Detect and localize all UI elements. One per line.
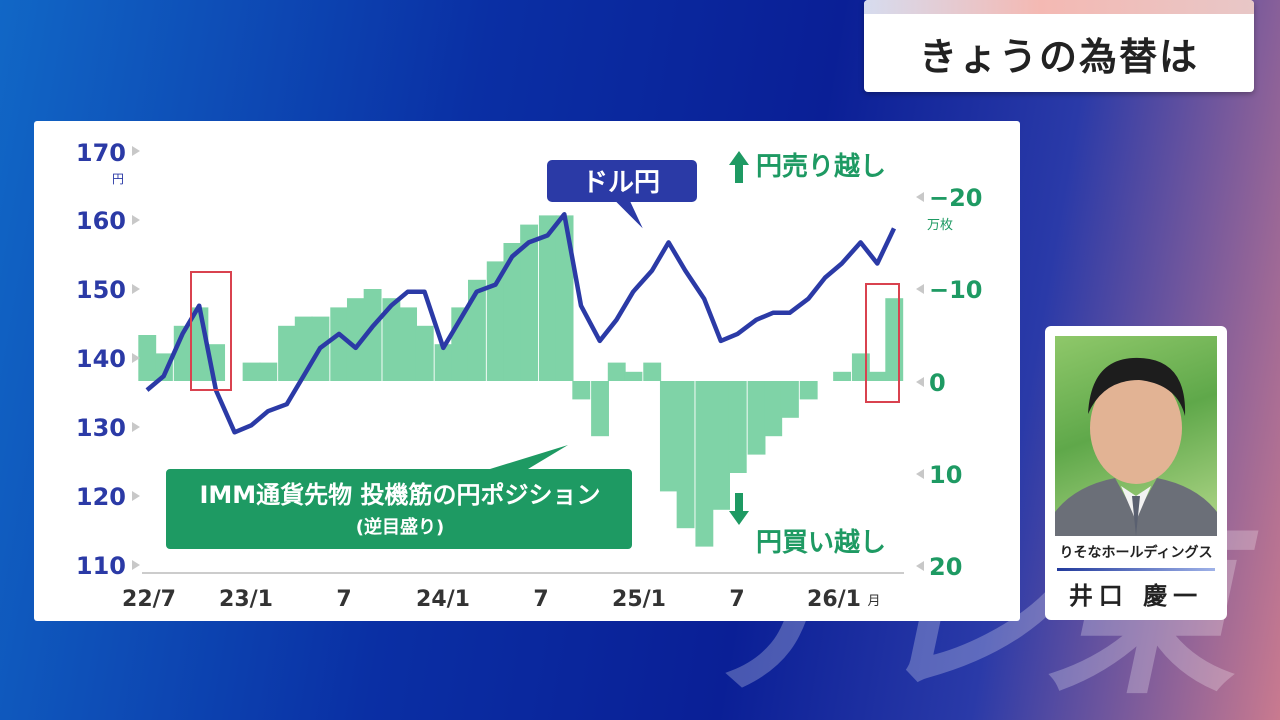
- x-axis-unit: 月: [867, 594, 880, 609]
- left-tick-marker: [132, 422, 140, 432]
- right-tick-label: 20: [929, 553, 962, 581]
- right-axis: −20 −10 0 10 20 万枚: [916, 184, 983, 581]
- right-tick-marker: [916, 284, 924, 294]
- right-tick-marker: [916, 377, 924, 387]
- left-tick-marker: [132, 560, 140, 570]
- right-tick-label: 0: [929, 369, 946, 397]
- left-tick-marker: [132, 353, 140, 363]
- x-tick-label: 7: [729, 587, 744, 612]
- left-axis: 170 160 150 140 130 120 110 円: [76, 139, 140, 580]
- position-bar: [643, 362, 662, 381]
- highlight-box-2022: [190, 271, 232, 391]
- left-tick-label: 110: [76, 552, 126, 580]
- left-tick-marker: [132, 284, 140, 294]
- left-tick-marker: [132, 215, 140, 225]
- position-bar: [382, 298, 401, 381]
- position-bar: [591, 381, 609, 437]
- title-panel: きょうの為替は: [864, 0, 1254, 92]
- yen-short-annotation: 円売り越し: [729, 151, 886, 183]
- position-bar: [607, 362, 626, 381]
- right-tick-label: −10: [929, 276, 983, 304]
- left-tick-marker: [132, 491, 140, 501]
- left-tick-label: 160: [76, 207, 126, 235]
- position-bar: [572, 381, 591, 400]
- position-bar: [764, 381, 783, 437]
- position-area-layer: [138, 215, 904, 547]
- left-tick-label: 130: [76, 414, 126, 442]
- x-tick-label: 7: [533, 587, 548, 612]
- position-bar: [434, 344, 453, 381]
- position-sublabel: (逆目盛り): [356, 516, 444, 538]
- yen-short-label: 円売り越し: [756, 152, 886, 182]
- left-tick-label: 170: [76, 139, 126, 167]
- position-bar: [399, 307, 418, 381]
- x-tick-label: 23/1: [219, 587, 273, 612]
- yen-long-annotation: 円買い越し: [729, 493, 886, 558]
- title-accent-bar: [864, 0, 1254, 14]
- left-tick-label: 140: [76, 345, 126, 373]
- x-tick-label: 24/1: [416, 587, 470, 612]
- position-bar: [676, 381, 695, 529]
- position-bar: [747, 381, 766, 455]
- position-bar: [659, 381, 678, 492]
- affiliation-underline: [1057, 568, 1215, 571]
- position-bar: [885, 298, 904, 381]
- x-tick-label: 25/1: [612, 587, 666, 612]
- position-bar: [538, 215, 557, 381]
- usdjpy-label-callout: ドル円: [545, 158, 699, 234]
- chart-panel: 170 160 150 140 130 120 110 円 −20 −10 0 …: [34, 121, 1020, 621]
- position-bar: [138, 335, 157, 381]
- right-tick-marker: [916, 561, 924, 571]
- position-bar: [486, 261, 505, 381]
- page-title: きょうの為替は: [918, 35, 1199, 79]
- x-tick-label: 26/1: [807, 587, 861, 612]
- x-tick-label: 7: [336, 587, 351, 612]
- position-bar: [868, 371, 887, 381]
- position-bar: [278, 325, 296, 381]
- position-bar: [624, 371, 643, 381]
- highlight-box-2026: [865, 283, 900, 403]
- left-tick-markers: [132, 146, 140, 570]
- commentator-card: りそなホールディングス 井口 慶一: [1045, 326, 1227, 620]
- left-axis-unit: 円: [112, 172, 124, 186]
- position-bar: [520, 224, 539, 381]
- position-bar: [242, 362, 261, 381]
- left-tick-label: 120: [76, 483, 126, 511]
- position-bar: [780, 381, 799, 418]
- position-bar: [503, 243, 522, 381]
- position-bar: [728, 381, 747, 473]
- left-tick-marker: [132, 146, 140, 156]
- right-tick-label: 10: [929, 461, 962, 489]
- x-axis: 22/7 23/1 7 24/1 7 25/1 7 26/1 月: [122, 572, 904, 612]
- right-tick-markers: [916, 192, 924, 571]
- position-label-callout: IMM通貨先物 投機筋の円ポジション (逆目盛り): [166, 445, 632, 549]
- right-tick-marker: [916, 469, 924, 479]
- position-bar: [851, 353, 870, 381]
- person-silhouette: [1055, 357, 1217, 536]
- yen-long-label: 円買い越し: [756, 528, 886, 558]
- position-bar: [259, 362, 278, 381]
- commentator-name: 井口 慶一: [1068, 582, 1204, 610]
- commentator-affiliation: りそなホールディングス: [1059, 545, 1213, 561]
- right-axis-unit: 万枚: [927, 218, 953, 233]
- position-label: IMM通貨先物 投機筋の円ポジション: [199, 481, 600, 509]
- commentator-photo: [1055, 336, 1217, 536]
- position-bar: [346, 298, 365, 381]
- position-bar: [330, 307, 349, 381]
- position-bar: [555, 215, 574, 381]
- right-tick-marker: [916, 192, 924, 202]
- position-bar: [695, 381, 714, 547]
- chart-svg: 170 160 150 140 130 120 110 円 −20 −10 0 …: [76, 139, 983, 612]
- position-bar: [833, 371, 852, 381]
- position-bar: [712, 381, 730, 510]
- right-tick-label: −20: [929, 184, 983, 212]
- position-bar: [799, 381, 818, 400]
- usdjpy-series-line: [145, 212, 897, 435]
- position-bar: [415, 325, 434, 381]
- left-tick-label: 150: [76, 276, 126, 304]
- x-tick-label: 22/7: [122, 587, 176, 612]
- position-bar: [363, 289, 382, 381]
- position-bar: [467, 279, 486, 381]
- usdjpy-label: ドル円: [582, 168, 660, 198]
